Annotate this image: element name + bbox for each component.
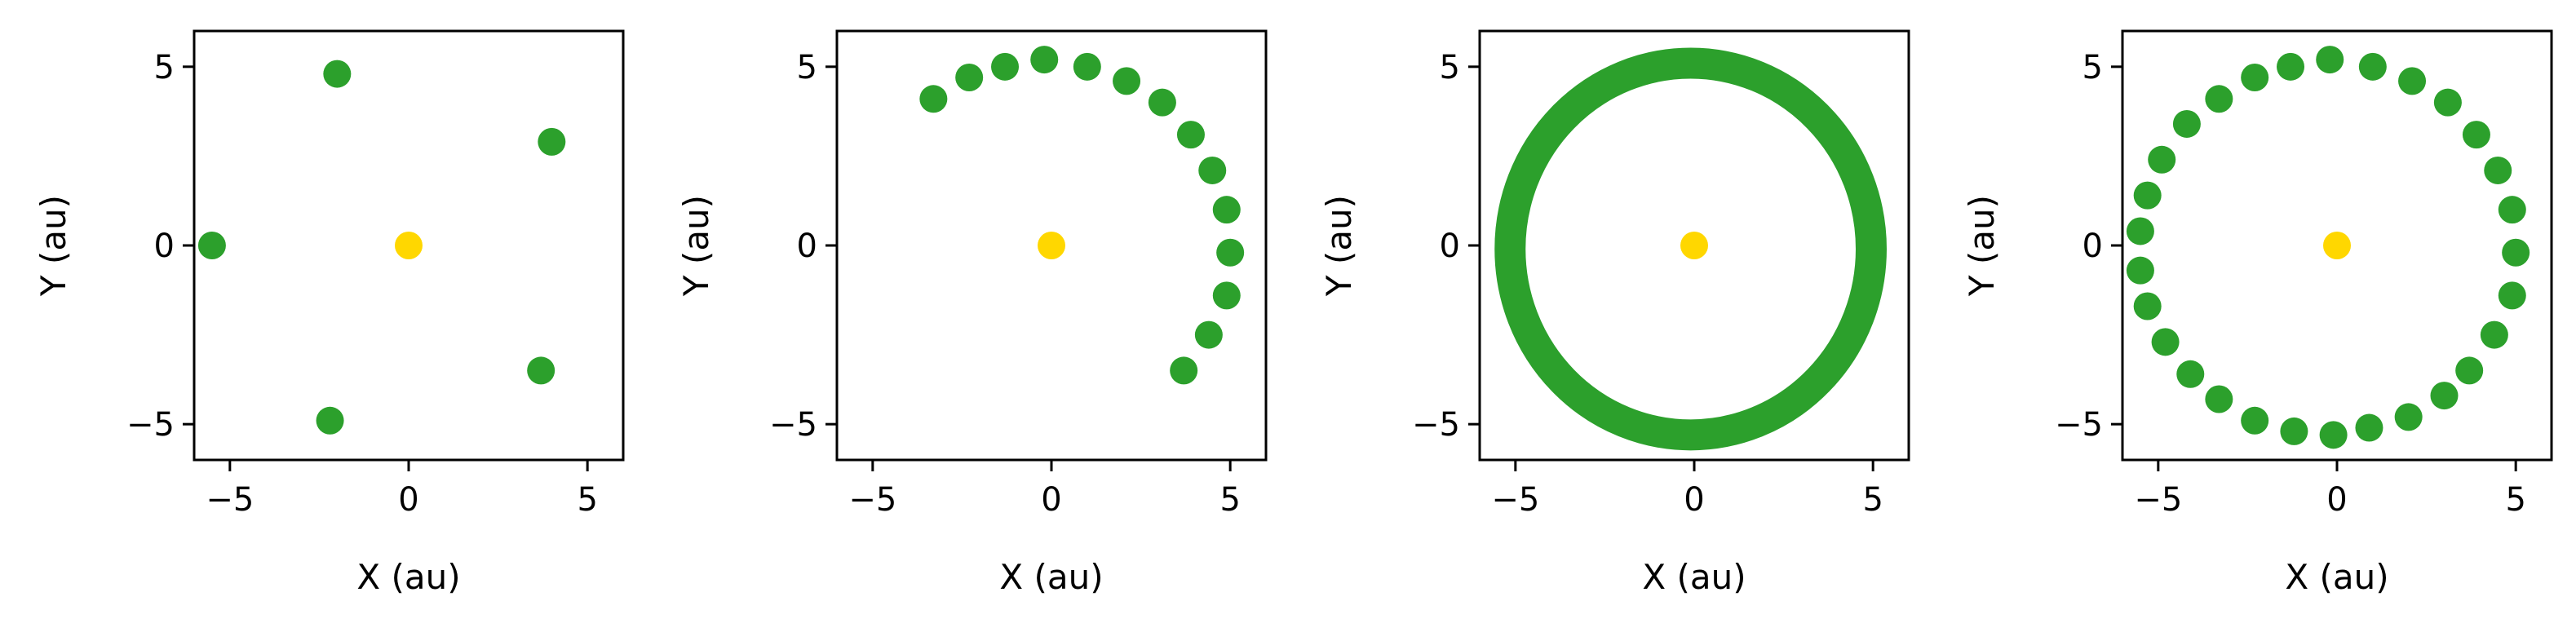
planet-point xyxy=(1198,156,1227,184)
y-tick-label: 5 xyxy=(154,49,175,86)
planet-point xyxy=(2133,181,2162,210)
x-tick-label: 0 xyxy=(1684,481,1704,519)
planet-point xyxy=(2277,52,2305,81)
planet-point xyxy=(2316,46,2344,74)
planet-point xyxy=(2172,109,2201,138)
chart-panel-4: −5 0 5 −5 0 5 X (au) Y (au) xyxy=(1962,29,2553,597)
planet-point xyxy=(2394,403,2423,431)
planet-point xyxy=(955,63,984,91)
planet-point xyxy=(1170,356,1198,385)
planet-point xyxy=(1212,196,1241,224)
y-tick-label: −5 xyxy=(126,406,175,444)
planet-point xyxy=(2319,421,2348,449)
planet-point xyxy=(197,232,226,259)
star-point xyxy=(2323,232,2351,259)
planet-point xyxy=(2280,417,2308,445)
y-axis-label: Y (au) xyxy=(33,195,73,297)
planet-point xyxy=(2176,360,2205,388)
planet-point xyxy=(1194,320,1223,349)
planet-point xyxy=(2430,382,2459,410)
x-axis-label: X (au) xyxy=(1642,557,1746,597)
y-tick-label: 5 xyxy=(2082,49,2103,86)
x-tick-label: 5 xyxy=(2505,481,2525,519)
planet-point xyxy=(2133,292,2162,320)
x-tick-label: −5 xyxy=(848,481,896,519)
planet-point xyxy=(2358,52,2387,81)
plot-area xyxy=(2126,46,2530,449)
x-tick-label: −5 xyxy=(206,481,254,519)
planet-point xyxy=(991,52,1020,81)
planet-point xyxy=(1176,121,1205,149)
y-tick-label: −5 xyxy=(769,406,817,444)
planet-point xyxy=(2455,356,2484,385)
x-axis-label: X (au) xyxy=(2285,557,2388,597)
x-tick-label: −5 xyxy=(2134,481,2182,519)
chart-panel-3: −5 0 5 −5 0 5 X (au) Y (au) xyxy=(1319,29,1910,597)
planet-point xyxy=(2502,238,2530,267)
y-axis-label: Y (au) xyxy=(1319,195,1359,297)
planet-point xyxy=(2498,196,2526,224)
y-tick-label: −5 xyxy=(1412,406,1460,444)
x-tick-label: 0 xyxy=(398,481,418,519)
x-tick-label: 0 xyxy=(2326,481,2347,519)
planet-point xyxy=(2484,156,2512,184)
planet-point xyxy=(1113,67,1141,95)
planet-point xyxy=(527,356,555,385)
planet-point xyxy=(1212,281,1241,310)
planet-point xyxy=(2355,413,2383,442)
x-tick-label: −5 xyxy=(1491,481,1539,519)
planet-point xyxy=(2205,85,2233,113)
planet-point xyxy=(1073,52,1101,81)
planet-point xyxy=(2433,88,2462,117)
chart-panel-1: −5 0 5 −5 0 5 X (au) Y (au) xyxy=(33,29,625,597)
x-axis-label: X (au) xyxy=(356,557,460,597)
planet-point xyxy=(2151,328,2180,356)
planet-point xyxy=(1148,88,1176,117)
planet-point xyxy=(2498,281,2526,310)
y-tick-label: 0 xyxy=(2082,228,2103,265)
y-tick-label: 0 xyxy=(797,228,817,265)
y-tick-label: 5 xyxy=(1440,49,1460,86)
plot-area xyxy=(919,46,1245,385)
y-tick-label: 0 xyxy=(154,228,175,265)
planet-point xyxy=(1030,46,1059,74)
plot-area xyxy=(197,60,566,435)
planet-point xyxy=(2126,256,2154,285)
planet-point xyxy=(538,127,566,156)
x-tick-label: 5 xyxy=(1219,481,1240,519)
planet-point xyxy=(2480,320,2508,349)
planet-point xyxy=(1216,238,1245,267)
y-tick-label: 0 xyxy=(1440,228,1460,265)
planet-point xyxy=(316,406,344,435)
planet-orbit-ring xyxy=(1494,47,1887,451)
star-point xyxy=(1680,232,1708,259)
y-tick-label: −5 xyxy=(2055,406,2103,444)
star-point xyxy=(395,232,423,259)
planet-point xyxy=(323,60,352,88)
plot-area xyxy=(1494,47,1887,451)
x-tick-label: 5 xyxy=(577,481,597,519)
y-tick-label: 5 xyxy=(797,49,817,86)
chart-panel-2: −5 0 5 −5 0 5 X (au) Y (au) xyxy=(676,29,1268,597)
planet-point xyxy=(2241,63,2269,91)
star-point xyxy=(1038,232,1065,259)
y-axis-label: Y (au) xyxy=(676,195,716,297)
planet-point xyxy=(2462,121,2490,149)
x-tick-label: 5 xyxy=(1862,481,1883,519)
planet-point xyxy=(2126,217,2154,245)
planet-point xyxy=(2398,67,2427,95)
planet-point xyxy=(2205,385,2233,413)
x-axis-label: X (au) xyxy=(999,557,1103,597)
x-tick-label: 0 xyxy=(1041,481,1061,519)
planet-point xyxy=(2241,406,2269,435)
planet-point xyxy=(919,85,948,113)
y-axis-label: Y (au) xyxy=(1962,195,2002,297)
planet-point xyxy=(2148,145,2176,174)
